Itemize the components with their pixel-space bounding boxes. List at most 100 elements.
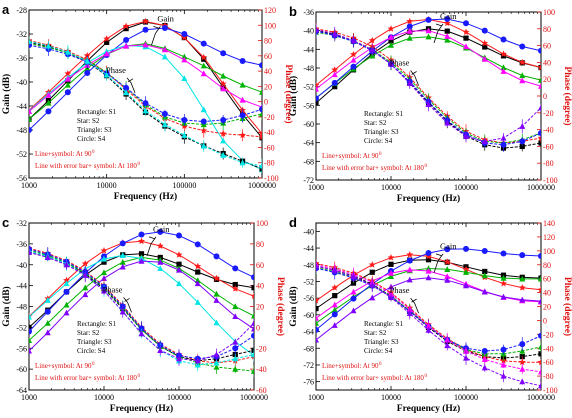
point-triangle [481, 288, 488, 295]
point-triangle [220, 151, 227, 158]
phase-annotation: Phase [106, 65, 126, 75]
point-circle [200, 40, 207, 47]
gain-bracket [146, 236, 157, 256]
point-triangle [316, 320, 319, 326]
point-triangle [213, 290, 220, 297]
point-triangle [500, 293, 507, 300]
y2-tick-label: -60 [543, 142, 554, 151]
point-triangle [406, 34, 413, 41]
gain-bracket [433, 253, 444, 274]
phase-bracket [126, 77, 136, 93]
point-star [64, 70, 72, 77]
point-square [201, 56, 207, 62]
point-triangle [538, 343, 541, 350]
point-triangle [157, 265, 164, 272]
y2-tick-label: -100 [543, 386, 558, 395]
point-triangle [425, 267, 432, 274]
degree-superscript: 0 [424, 164, 427, 169]
point-triangle [63, 309, 70, 316]
y2-tick-label: 80 [543, 261, 551, 270]
point-triangle [119, 263, 126, 270]
point-star [537, 286, 541, 293]
legend-red-entry: Line+symbol: At 90 [322, 362, 379, 370]
series-phase-S5 [29, 247, 254, 371]
point-star [443, 19, 451, 27]
point-circle [519, 138, 526, 145]
series-phase-S4 [316, 24, 541, 152]
legend-entry: Triangle: S3 [364, 128, 399, 136]
y2-tick-label: 100 [543, 8, 555, 17]
point-triangle [251, 312, 254, 319]
point-circle [181, 31, 188, 37]
point-triangle [45, 42, 52, 49]
y2-tick-label: 120 [543, 233, 555, 242]
point-circle [331, 311, 338, 318]
point-circle [538, 47, 541, 54]
y-tick-label: -56 [16, 344, 27, 353]
point-star [250, 292, 254, 299]
point-triangle [232, 355, 239, 362]
point-star [258, 133, 262, 140]
point-triangle [213, 359, 220, 366]
point-triangle [500, 134, 507, 141]
point-triangle [220, 85, 227, 92]
y-tick-label: -60 [303, 311, 314, 320]
legend-entry: Circle: S4 [77, 347, 106, 355]
point-triangle [425, 101, 432, 107]
point-triangle [388, 41, 394, 48]
x-axis-label: Frequency (Hz) [114, 191, 177, 202]
point-square [316, 100, 319, 106]
legend-entry: Triangle: S3 [77, 126, 112, 134]
y-tick-label: -40 [303, 27, 314, 36]
series-line [29, 247, 254, 364]
point-triangle [239, 81, 246, 88]
x-tick-label: 1000 [308, 183, 324, 192]
series-gain-S3 [316, 33, 541, 101]
point-triangle [119, 252, 126, 258]
panel-letter: b [289, 4, 297, 19]
x-axis-label: Frequency (Hz) [110, 403, 173, 414]
y2-tick-label: 120 [264, 6, 276, 15]
point-star [316, 81, 320, 89]
y-tick-label: -64 [16, 386, 27, 395]
series-gain-S1 [29, 19, 262, 141]
y-tick-label: -72 [303, 361, 314, 370]
point-triangle [44, 320, 51, 326]
y-tick-label: -48 [303, 64, 314, 73]
point-triangle [519, 296, 526, 303]
point-triangle [388, 60, 394, 67]
point-triangle [194, 357, 201, 364]
point-triangle [316, 336, 319, 343]
point-star [81, 260, 89, 267]
point-triangle [316, 26, 319, 33]
y-tick-label: -40 [16, 78, 27, 87]
x-tick-label: 1000000 [240, 393, 268, 402]
series-line [316, 30, 541, 90]
y2-axis-label: Phase (degree) [562, 66, 572, 125]
y-tick-label: -44 [303, 244, 314, 253]
point-triangle [481, 272, 488, 279]
point-triangle [425, 274, 432, 281]
legend-entry: Circle: S4 [77, 135, 106, 143]
y2-tick-label: 140 [543, 219, 555, 228]
series-gain-S7 [29, 257, 254, 354]
point-circle [444, 246, 451, 253]
point-circle [425, 250, 432, 257]
point-star [406, 17, 414, 25]
point-triangle [119, 308, 126, 315]
point-star [537, 63, 541, 71]
point-star [331, 66, 339, 73]
point-triangle [500, 68, 507, 74]
y-tick-label: -44 [16, 282, 27, 291]
y2-tick-label: -80 [543, 372, 554, 381]
series-phase-S7 [316, 24, 541, 145]
y2-tick-label: -60 [264, 143, 275, 152]
point-circle [538, 129, 541, 136]
point-star [518, 284, 526, 291]
point-star [175, 251, 183, 258]
phase-annotation: Phase [390, 58, 410, 68]
point-circle [119, 240, 126, 247]
series-gain-S6 [316, 27, 541, 92]
point-square [195, 269, 201, 275]
